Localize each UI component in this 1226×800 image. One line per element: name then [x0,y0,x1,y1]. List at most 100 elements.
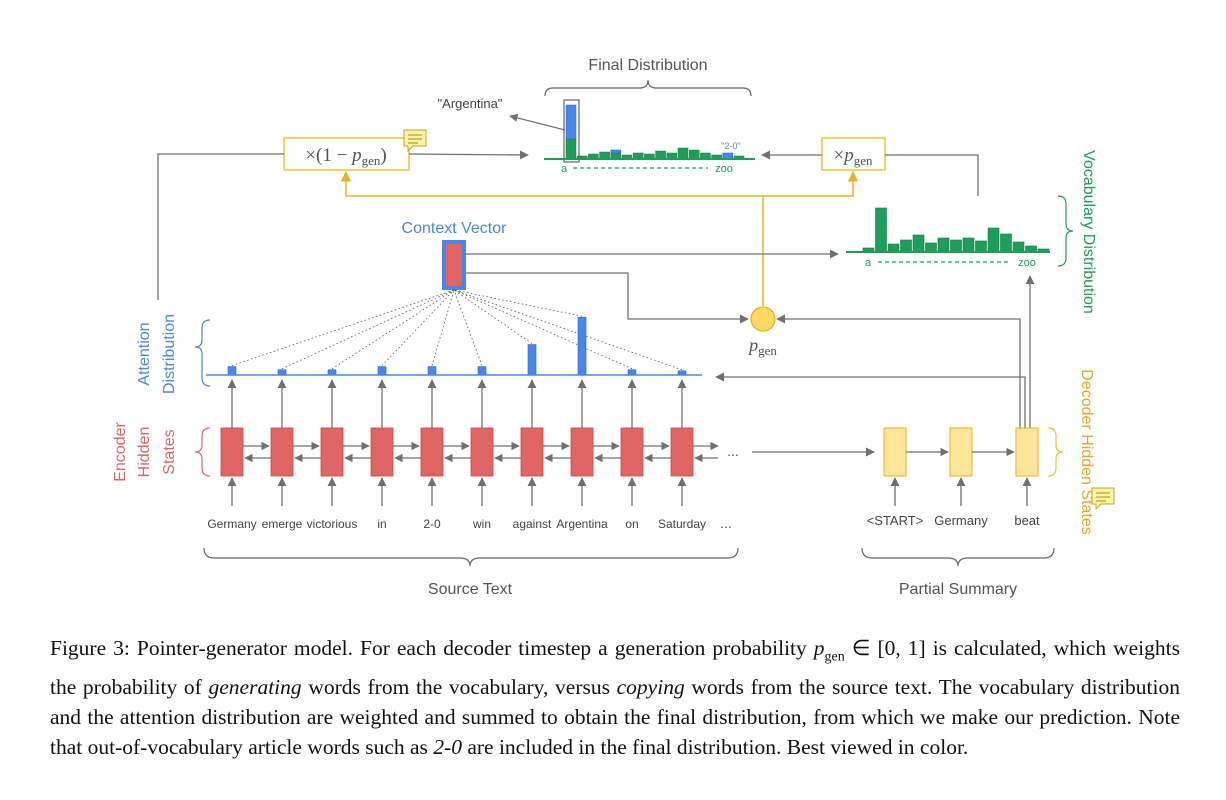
vocab-bar [937,237,950,253]
final-generate-bar [599,151,610,160]
final-generate-bar [655,150,666,160]
argentina-pointer [509,113,566,131]
one-minus-text: ×(1 − [305,145,352,166]
encoder-ellipsis: ... [727,443,739,459]
attention-dotted-line [453,289,533,344]
left-box-to-final-arrow [408,150,529,160]
attention-to-left-box-line [157,153,284,300]
attention-dotted-line [331,289,455,370]
source-text-label: Source Text [428,581,513,598]
vocabulary-distribution-label: Vocabulary Distribution [1080,150,1097,314]
attention-bar [277,369,287,376]
source-ellipsis: ... [720,515,732,531]
summary-word: Germany [934,513,988,528]
vocab-bar [975,240,987,253]
partial-summary-label: Partial Summary [899,581,1017,598]
encoder-state-box [370,427,394,477]
source-text-brace [203,547,739,567]
vocab-bar [1000,233,1012,253]
caption-prefix: Figure 3: Pointer-generator model. For e… [50,636,814,660]
decoder-state-box [1015,427,1039,477]
pgen-node [750,306,776,332]
encoder-state-box [470,427,494,477]
attention-dotted-line [381,289,455,366]
final-vocab-a-label: a [561,163,568,175]
encoder-state-box [520,427,544,477]
note-icon-2[interactable] [1091,487,1115,511]
attention-dotted-line [281,289,455,370]
attention-bar [477,366,487,376]
caption-copying: copying [616,675,685,700]
figure-caption: Figure 3: Pointer-generator model. For e… [50,633,1180,762]
attention-bar [627,369,637,376]
attention-bar [377,366,387,376]
attention-dotted-line [231,289,455,366]
encoder-state-box [620,427,644,477]
p-symbol: p [350,145,362,166]
pgen-node-p: p [747,335,758,355]
times-symbol: × [834,145,845,166]
vocabulary-distribution-bars [862,207,1050,253]
final-distribution-bars [565,104,745,160]
vocab-bar [887,243,900,253]
pgen-to-right-box-line [763,170,859,197]
pgen-node-gen: gen [758,343,777,358]
vocab-bar [900,239,912,253]
attention-bar [577,316,587,376]
source-word: Argentina [556,517,608,531]
decoder-hidden-states-label: Decoder Hidden States [1078,369,1095,534]
attention-label-line1: Attention [136,322,153,385]
argentina-highlight-box [563,99,580,163]
attention-dotted-line [453,289,683,371]
note-icon[interactable] [403,129,427,153]
vocab-bar [1012,241,1025,253]
source-word: Germany [207,517,256,531]
pgen-to-boxes-line [340,170,764,306]
attention-dotted-line [431,289,455,366]
decoder-state-box [883,427,907,477]
attention-distribution-bars [227,316,687,376]
source-word: victorious [307,517,358,531]
final-copy-bar [565,104,577,140]
encoder-state-box [270,427,294,477]
final-generate-bar [565,138,577,160]
context-to-pgen-line [466,272,749,324]
vocab-bar [925,242,937,253]
encoder-state-box [570,427,594,477]
two-zero-label: "2-0" [721,141,740,151]
gen-subscript: gen [362,153,381,168]
attention-dotted-line [453,289,483,366]
final-vocab-zoo-label: zoo [715,163,733,175]
svg-text:×pgen: ×pgen [834,145,873,168]
vocab-a-label: a [865,257,872,269]
source-word: emerge [262,517,303,531]
vocab-bar [987,227,1000,253]
caption-rest: words from the source text. The vocabula… [50,675,1180,760]
final-generate-bar [688,149,700,160]
caption-generating: generating [208,675,302,700]
vocab-bar [962,237,975,253]
pointer-generator-diagram: Final Distribution "Argentina" "2-0" a z… [112,57,1115,598]
final-copy-bar [610,149,622,154]
times-pgen-box [821,137,886,171]
final-distribution-brace [544,79,752,97]
attention-bar [427,366,437,376]
attention-brace [194,319,211,387]
source-word: in [377,517,386,531]
source-word: 2-0 [423,517,441,531]
argentina-label: "Argentina" [438,96,503,111]
decoder-hidden-states: <START> Germany beat [867,427,1040,528]
context-vector-label: Context Vector [402,220,508,237]
caption-end: are included in the final distribution. … [461,735,969,760]
decoder-to-pgen-line [776,314,1021,428]
encoder-label-line1: Encoder [112,422,129,482]
encoder-state-box [220,427,244,477]
encoder-state-box [670,427,694,477]
caption-membership: ∈ [0, 1] is calculated, which weights th… [50,636,1180,700]
attention-dotted-lines [231,289,683,371]
decoder-to-attention-line [715,372,1026,428]
caption-gen: gen [824,649,845,665]
attention-label-line2: Distribution [161,314,178,394]
summary-word: <START> [867,513,924,528]
encoder-brace [194,427,211,477]
